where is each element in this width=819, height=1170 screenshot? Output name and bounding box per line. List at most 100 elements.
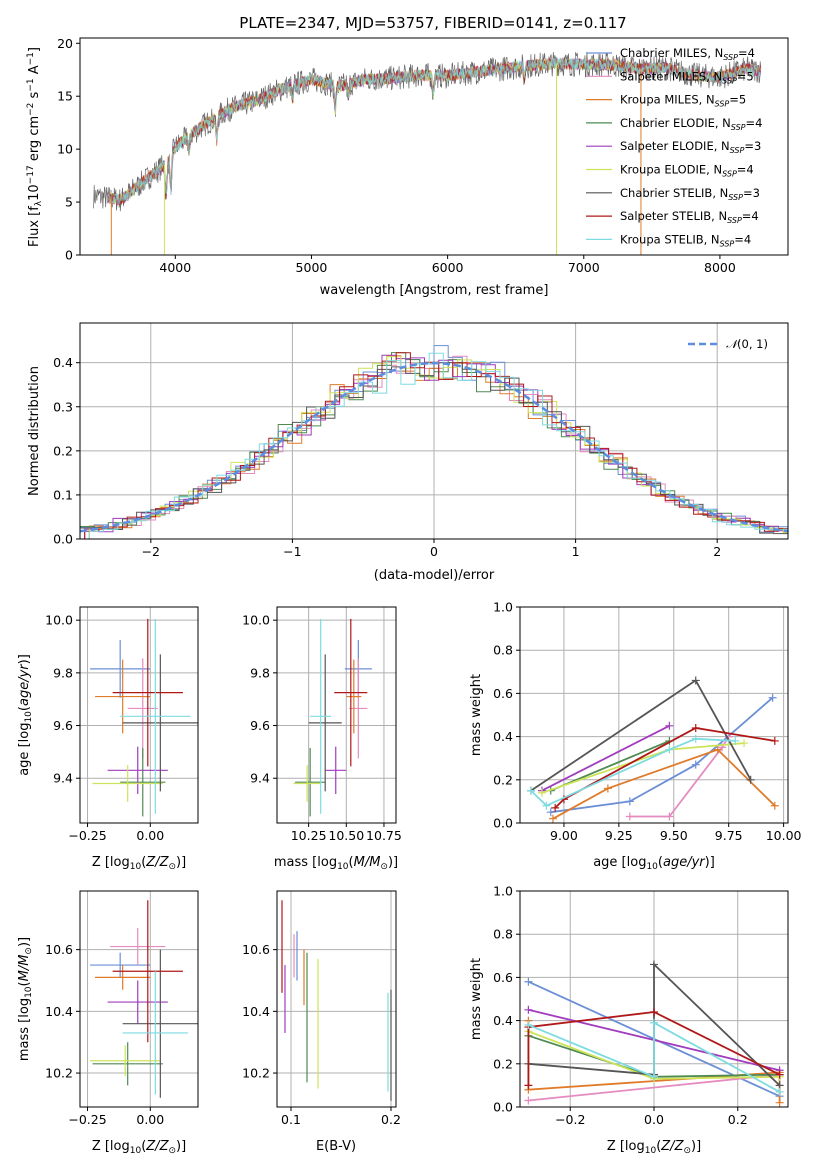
x-tick-label: 9.50 — [660, 828, 688, 843]
y-tick-label: 0.2 — [493, 772, 513, 787]
plus-marker — [775, 1070, 784, 1079]
mass-weight-line — [629, 736, 730, 818]
plus-marker — [625, 797, 634, 806]
plus-marker — [524, 1081, 533, 1090]
y-tick-label: 10.4 — [242, 1004, 270, 1019]
residual-histogram — [88, 355, 788, 539]
y-tick-label: 9.4 — [53, 771, 73, 786]
mass-weight-vs-metallicity-x-label: Z [log10(Z/Z⊙)] — [607, 1139, 701, 1156]
y-tick-label: 10.2 — [45, 1066, 73, 1081]
y-tick-label: 9.4 — [250, 771, 270, 786]
plus-marker — [524, 977, 533, 986]
mass-weight-line — [550, 697, 774, 814]
x-tick-label: 4000 — [159, 260, 191, 275]
plus-marker — [551, 803, 560, 812]
y-tick-label: 10.0 — [45, 613, 73, 628]
figure-title: PLATE=2347, MJD=53757, FIBERID=0141, z=0… — [239, 14, 626, 32]
x-tick-label: −1 — [283, 544, 301, 559]
residual-histogram — [84, 354, 788, 539]
legend-label: Chabrier MILES, NSSP=4 — [620, 46, 755, 62]
x-tick-label: 9.75 — [715, 828, 743, 843]
y-tick-label: 0.8 — [493, 927, 513, 942]
y-tick-label: 0.2 — [53, 443, 73, 458]
residual-histogram — [88, 352, 788, 539]
mass-vs-metallicity-panel: −0.25 0.00 10.2 10.4 10.6 Z [log10(Z/Z⊙)] ma… — [17, 890, 199, 1156]
plus-marker — [603, 784, 612, 793]
x-tick-label: 0.2 — [381, 1112, 401, 1127]
x-tick-label: 10.00 — [766, 828, 802, 843]
y-tick-label: 10.6 — [242, 942, 270, 957]
plus-marker — [524, 1096, 533, 1105]
y-tick-label: 0.8 — [493, 643, 513, 658]
plus-marker — [650, 1018, 658, 1027]
y-tick-label: 0.1 — [53, 487, 73, 502]
plus-marker — [768, 693, 777, 702]
y-tick-label: 1.0 — [493, 884, 513, 899]
plus-marker — [740, 739, 749, 748]
y-tick-label: 9.8 — [250, 665, 270, 680]
residuals-legend: 𝒩(0, 1) — [688, 337, 768, 351]
plus-marker — [625, 812, 634, 821]
y-tick-label: 10 — [57, 142, 73, 157]
age-vs-mass-errorbars — [293, 618, 372, 817]
plus-marker — [691, 676, 700, 685]
mass-weight-line — [541, 724, 670, 792]
spectrum-x-ticks: 4000 5000 6000 7000 8000 — [159, 255, 736, 275]
residuals-y-label: Normed distribution — [27, 366, 42, 496]
x-tick-label: 10.50 — [328, 828, 364, 843]
x-tick-label: 1 — [572, 544, 580, 559]
y-tick-label: 0.4 — [493, 729, 513, 744]
x-tick-label: 10.75 — [366, 828, 402, 843]
plus-marker — [548, 814, 557, 823]
legend-label: Kroupa ELODIE, NSSP=4 — [620, 163, 754, 179]
y-tick-label: 20 — [57, 36, 73, 51]
age-vs-mass-x-label: mass [log10(M/M⊙)] — [274, 855, 398, 872]
plus-marker — [542, 801, 551, 810]
residuals-panel: −2 −1 0 1 2 0.0 0.1 0.2 0.3 0.4 (data-model)/err… — [27, 322, 789, 583]
y-tick-label: 0.0 — [53, 532, 73, 547]
y-tick-label: 0.2 — [493, 1056, 513, 1071]
residuals-y-ticks: 0.0 0.1 0.2 0.3 0.4 — [53, 355, 80, 547]
plus-marker — [691, 760, 700, 769]
plus-marker — [775, 1098, 784, 1107]
mass-weight-vs-metallicity-y-label: mass weight — [469, 958, 484, 1040]
y-tick-label: 0.4 — [493, 1013, 513, 1028]
spectrum-y-label: Flux [fλ10−17 erg cm−2 s−1 A−1] — [26, 47, 44, 247]
mass-weight-line — [528, 1021, 781, 1093]
x-tick-label: 7000 — [568, 260, 600, 275]
residual-histogram — [88, 356, 788, 539]
svg-text:𝒩(0, 1): 𝒩(0, 1) — [726, 337, 768, 351]
spectrum-panel: 4000 5000 6000 7000 8000 0 5 10 15 20 wavelength… — [26, 36, 789, 298]
plus-marker — [775, 1087, 784, 1096]
age-vs-metallicity-errorbars — [90, 618, 198, 817]
plus-marker — [665, 745, 674, 754]
mass-vs-reddening-errorbars — [281, 900, 392, 1101]
legend-label: Chabrier ELODIE, NSSP=4 — [620, 116, 762, 132]
x-tick-label: 0.0 — [644, 1112, 664, 1127]
plus-marker — [770, 801, 779, 810]
x-tick-label: 2 — [713, 544, 721, 559]
plus-marker — [650, 1007, 658, 1016]
y-tick-label: 9.6 — [250, 718, 270, 733]
y-tick-label: 9.6 — [53, 718, 73, 733]
x-tick-label: 8000 — [704, 260, 736, 275]
spectrum-lines — [93, 51, 762, 255]
y-tick-label: 0 — [65, 248, 73, 263]
mass-vs-metallicity-x-label: Z [log10(Z/Z⊙)] — [92, 1139, 186, 1156]
y-tick-label: 0.0 — [493, 816, 513, 831]
x-tick-label: 9.25 — [605, 828, 633, 843]
age-vs-metallicity-x-label: Z [log10(Z/Z⊙)] — [92, 855, 186, 872]
y-tick-label: 0.0 — [493, 1100, 513, 1115]
y-tick-label: 10.2 — [242, 1066, 270, 1081]
x-tick-label: 0.00 — [136, 828, 164, 843]
x-tick-label: 0 — [430, 544, 438, 559]
y-tick-label: 5 — [65, 195, 73, 210]
x-tick-label: 0.00 — [136, 1112, 164, 1127]
mass-weight-line — [527, 1011, 781, 1086]
x-tick-label: −0.2 — [555, 1112, 585, 1127]
y-tick-label: 0.4 — [53, 355, 73, 370]
plus-marker — [665, 812, 674, 821]
mass-vs-reddening-x-label: E(B-V) — [316, 1139, 356, 1154]
spectrum-y-ticks: 0 5 10 15 20 — [57, 36, 80, 263]
age-vs-mass-panel: 10.25 10.50 10.75 9.4 9.6 9.8 10.0 mass [log10… — [242, 606, 402, 872]
